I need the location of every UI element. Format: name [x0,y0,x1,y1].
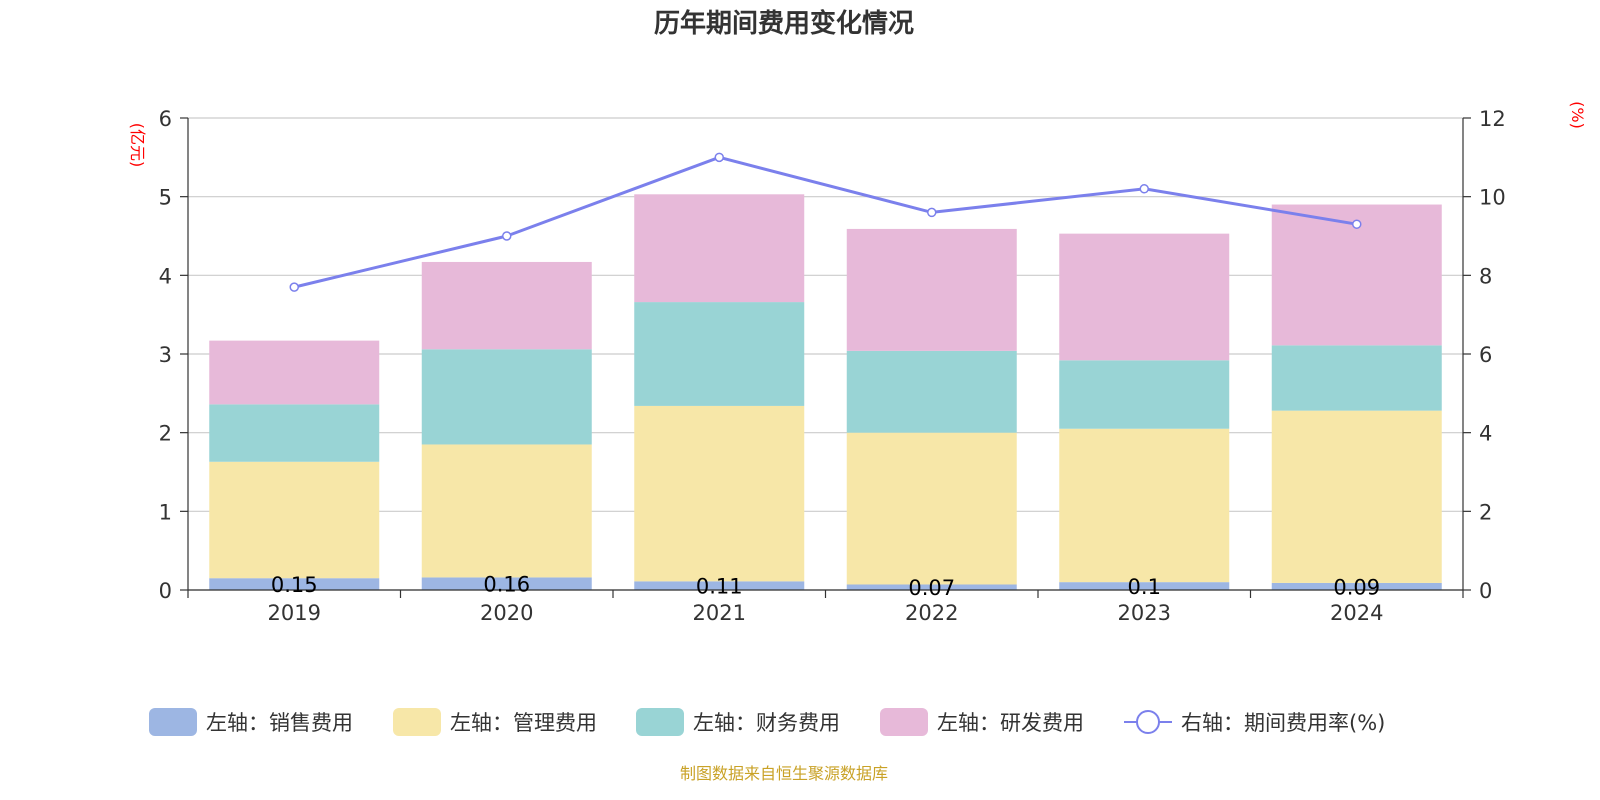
legend-label: 右轴：期间费用率(%) [1181,711,1385,735]
bar-4-2023 [1059,233,1230,361]
line-rate [293,155,1357,289]
source-note: 制图数据来自恒生聚源数据库 [680,764,888,783]
left-axis-tick-label: 6 [159,107,172,131]
right-axis-tick-label: 0 [1479,579,1492,603]
right-axis-tick-label: 10 [1479,186,1506,210]
line-series-group [289,152,1362,292]
legend-swatch [149,708,197,736]
bar-4-2022 [846,228,1017,351]
x-axis-tick-label: 2019 [268,601,321,625]
bar-4-2021 [634,194,805,303]
chart-title: 历年期间费用变化情况 [654,8,914,39]
bar-data-label: 0.15 [271,573,318,597]
left-axis-tick-label: 5 [159,186,172,210]
left-axis-tick-label: 4 [159,264,172,288]
legend-marker [1136,710,1160,734]
right-axis-unit: (%) [1568,101,1587,129]
line-point [502,231,512,241]
bar-2-2019 [209,461,380,579]
right-axis-tick-label: 2 [1479,500,1492,524]
left-axis-tick-label: 0 [159,579,172,603]
bar-3-2021 [634,302,805,406]
bar-3-2024 [1271,345,1442,411]
bar-3-2023 [1059,360,1230,429]
line-point [714,152,724,163]
x-axis-tick-label: 2021 [693,601,746,625]
bar-2-2022 [846,432,1017,585]
bar-3-2019 [209,404,380,462]
legend-swatch [880,708,928,736]
right-axis-tick-label: 4 [1479,422,1492,446]
bar-4-2020 [421,261,592,350]
bar-4-2019 [209,340,380,405]
bar-data-label: 0.09 [1333,575,1380,599]
bar-1-2021 [634,581,805,590]
x-axis-tick-label: 2020 [480,601,533,625]
bar-1-2020 [421,577,592,590]
data-labels: 0.15 0.16 0.11 0.07 0.1 0.09 [271,573,1380,601]
line-point [1139,184,1149,194]
right-axis-tick-label: 12 [1479,107,1506,131]
legend-label: 左轴：财务费用 [693,711,840,735]
left-axis-tick-label: 3 [159,343,172,367]
legend-label: 左轴：研发费用 [937,711,1084,735]
bar-series-group [209,194,1442,590]
line-point [927,207,937,218]
bar-data-label: 0.16 [483,573,530,597]
gridlines [188,117,1463,591]
bar-data-label: 0.07 [908,576,955,600]
bar-2-2024 [1271,410,1442,583]
legend-label: 左轴：销售费用 [206,711,353,735]
legend-swatch [393,708,441,736]
left-axis-tick-label: 2 [159,422,172,446]
right-axis-tick-label: 8 [1479,264,1492,288]
x-axis-tick-label: 2023 [1118,601,1171,625]
bar-3-2020 [421,349,592,445]
left-axis-tick-label: 1 [159,500,172,524]
bar-3-2022 [846,350,1017,433]
bar-1-2019 [209,578,380,590]
bar-1-2022 [846,584,1017,590]
legend-swatch [636,708,684,736]
x-axis-tick-label: 2024 [1330,601,1383,625]
x-axis-tick-label: 2022 [905,601,958,625]
bar-1-2023 [1059,582,1230,590]
bar-2-2020 [421,444,592,578]
line-point [289,282,299,292]
left-axis-unit: (亿元) [128,123,147,168]
line-point [1352,219,1362,229]
bar-data-label: 0.11 [696,575,743,599]
legend-label: 左轴：管理费用 [450,711,597,735]
bar-2-2023 [1059,428,1230,583]
bar-data-label: 0.1 [1128,575,1161,599]
right-axis-tick-label: 6 [1479,343,1492,367]
legend: 左轴：销售费用 左轴：管理费用 左轴：财务费用 左轴：研发费用 右轴：期间费用率(%) [149,708,1385,736]
bar-2-2021 [634,405,805,582]
bar-1-2024 [1271,582,1442,590]
